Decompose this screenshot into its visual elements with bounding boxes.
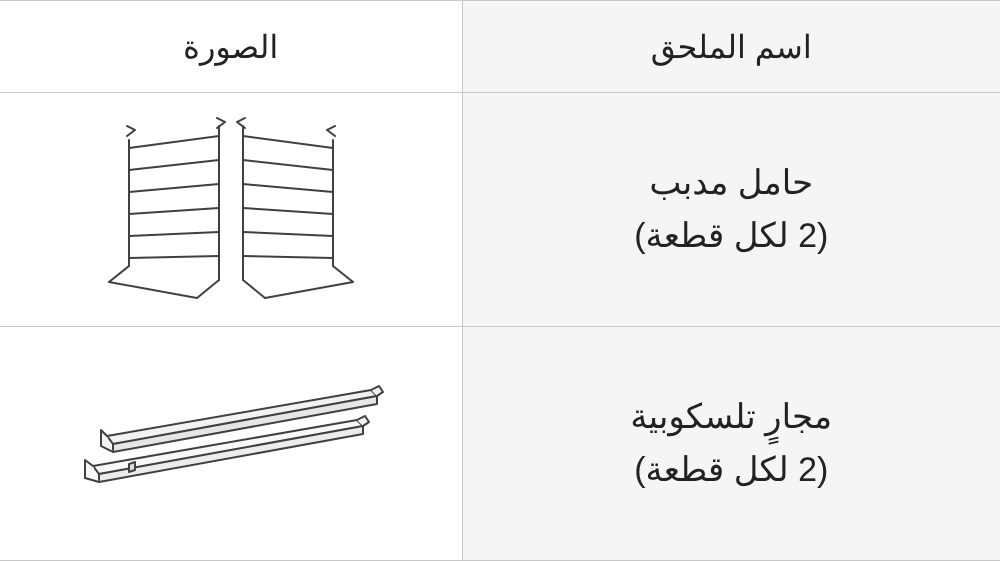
accessory-image-cell [0, 327, 462, 561]
accessory-name-cell: مجارٍ تلسكوبية (2 لكل قطعة) [462, 327, 1000, 561]
label-line-2: (2 لكل قطعة) [463, 444, 1000, 497]
rack-support-icon [0, 112, 462, 308]
telescopic-runner-icon [0, 374, 462, 514]
label-line-1: حامل مدبب [649, 164, 813, 202]
header-row: اسم الملحق الصورة [0, 1, 1000, 93]
accessory-image-cell [0, 93, 462, 327]
header-name: اسم الملحق [462, 1, 1000, 93]
label-line-1: مجارٍ تلسكوبية [630, 398, 832, 436]
accessories-table: اسم الملحق الصورة حامل مدبب (2 لكل قطعة) [0, 0, 1000, 561]
accessory-name-cell: حامل مدبب (2 لكل قطعة) [462, 93, 1000, 327]
accessory-label: حامل مدبب (2 لكل قطعة) [463, 157, 1000, 262]
table-row: مجارٍ تلسكوبية (2 لكل قطعة) [0, 327, 1000, 561]
accessory-label: مجارٍ تلسكوبية (2 لكل قطعة) [463, 391, 1000, 496]
header-image: الصورة [0, 1, 462, 93]
label-line-2: (2 لكل قطعة) [463, 210, 1000, 263]
rack-support-svg [101, 112, 361, 308]
table-row: حامل مدبب (2 لكل قطعة) [0, 93, 1000, 327]
telescopic-runner-svg [71, 374, 391, 514]
